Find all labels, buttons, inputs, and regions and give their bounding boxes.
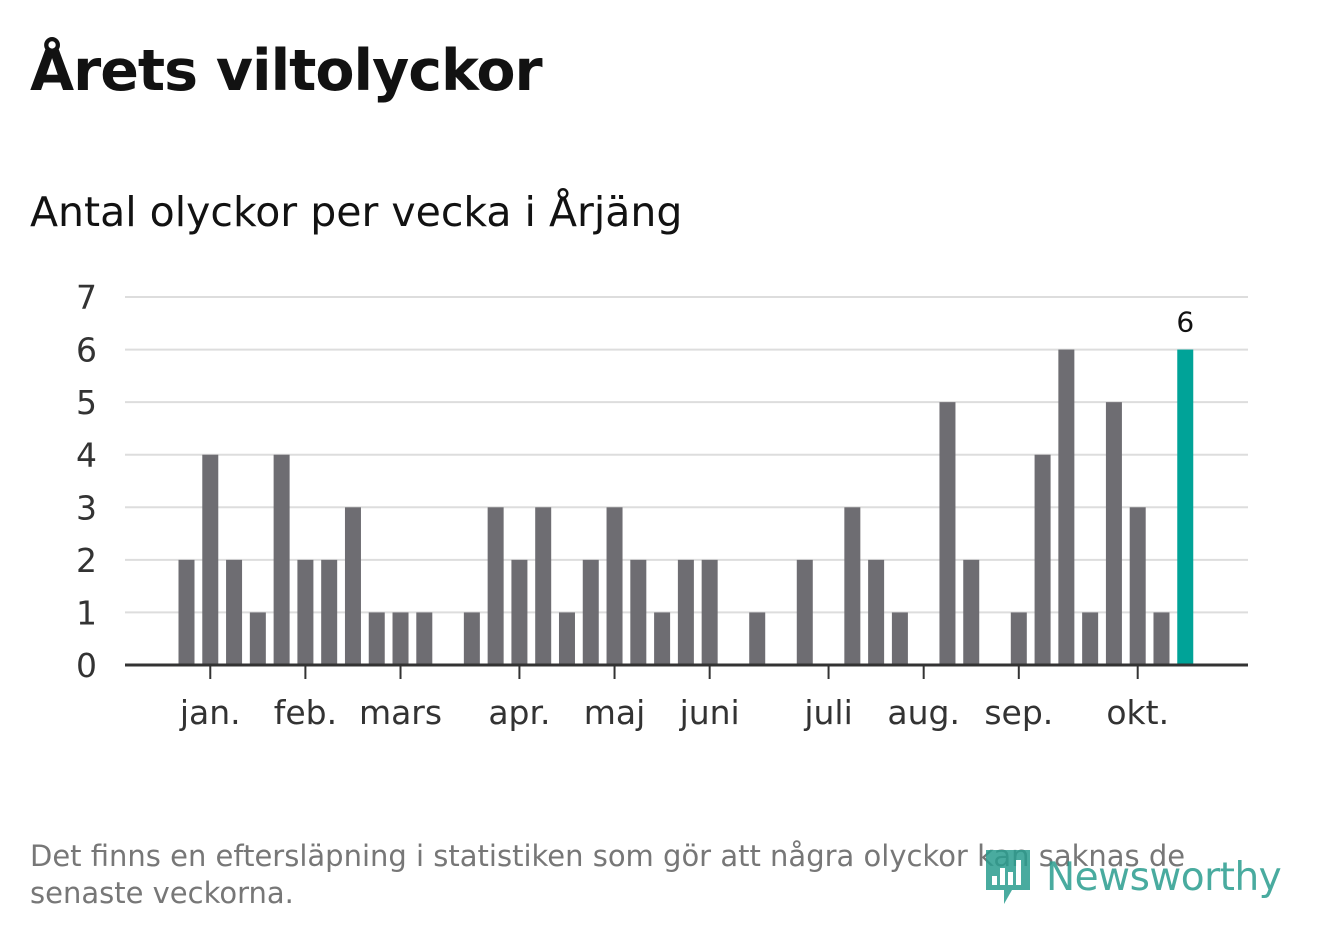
- bar: [321, 559, 338, 665]
- bar: [535, 507, 552, 665]
- highlight-value-label: 6: [1176, 306, 1194, 339]
- bar: [249, 612, 266, 665]
- bar: [1153, 612, 1170, 665]
- bars: [178, 349, 1194, 665]
- x-tick-label: sep.: [984, 693, 1053, 732]
- bar-highlight: [1177, 349, 1194, 665]
- bar: [178, 559, 195, 665]
- y-tick-label: 2: [76, 541, 97, 580]
- bar: [749, 612, 766, 665]
- y-tick-label: 0: [76, 646, 97, 685]
- bar: [392, 612, 409, 665]
- newsworthy-logo: Newsworthy: [982, 846, 1282, 908]
- bar: [582, 559, 599, 665]
- y-tick-label: 5: [76, 383, 97, 422]
- bar: [654, 612, 671, 665]
- bar: [1058, 349, 1075, 665]
- bar: [416, 612, 433, 665]
- bar: [677, 559, 694, 665]
- bar: [344, 507, 361, 665]
- x-axis: [125, 663, 1248, 679]
- bar: [558, 612, 575, 665]
- logo-text: Newsworthy: [1046, 854, 1282, 900]
- bar: [297, 559, 314, 665]
- x-tick-label: juli: [803, 693, 852, 732]
- bar: [202, 454, 219, 665]
- labels: 0 1 2 3 4 5 6 7 6 jan. feb. mars apr. maj juni juli aug.…: [76, 278, 1194, 732]
- x-tick-label: aug.: [887, 693, 960, 732]
- x-tick-label: feb.: [274, 693, 337, 732]
- bar: [511, 559, 528, 665]
- y-tick-label: 4: [76, 436, 97, 475]
- bar: [273, 454, 290, 665]
- bar: [1082, 612, 1099, 665]
- bar: [1105, 402, 1122, 665]
- y-tick-label: 1: [76, 593, 97, 632]
- bar: [868, 559, 885, 665]
- bar: [939, 402, 956, 665]
- bar-chart-icon: [986, 850, 1030, 904]
- bar: [796, 559, 813, 665]
- y-tick-label: 7: [76, 278, 97, 317]
- bar: [701, 559, 718, 665]
- bar: [630, 559, 647, 665]
- bar: [844, 507, 861, 665]
- x-tick-label: apr.: [488, 693, 550, 732]
- x-tick-label: mars: [359, 693, 442, 732]
- bar: [1129, 507, 1146, 665]
- bar-chart: 0 1 2 3 4 5 6 7 6 jan. feb. mars apr. maj juni juli aug.…: [76, 278, 1248, 732]
- x-tick-label: jan.: [179, 693, 241, 732]
- x-tick-label: maj: [584, 693, 646, 732]
- bar: [1034, 454, 1051, 665]
- bar: [606, 507, 623, 665]
- chart-subtitle: Antal olyckor per vecka i Årjäng: [30, 188, 683, 236]
- bar: [1010, 612, 1027, 665]
- x-tick-label: juni: [679, 693, 740, 732]
- bar: [487, 507, 504, 665]
- bar: [463, 612, 480, 665]
- x-tick-label: okt.: [1106, 693, 1169, 732]
- y-tick-label: 3: [76, 488, 97, 527]
- bar: [963, 559, 980, 665]
- chart-title: Årets viltolyckor: [30, 38, 543, 104]
- bar: [368, 612, 385, 665]
- y-tick-label: 6: [76, 331, 97, 370]
- bar: [226, 559, 243, 665]
- bar: [891, 612, 908, 665]
